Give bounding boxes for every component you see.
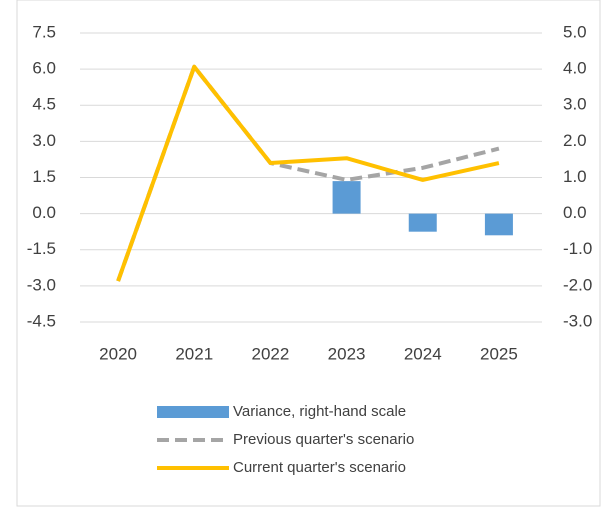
x-tick-label: 2020 [99, 344, 137, 363]
x-tick-label: 2021 [175, 344, 213, 363]
bar [484, 213, 513, 236]
x-tick-label: 2024 [404, 344, 442, 363]
x-tick-label: 2022 [252, 344, 290, 363]
legend-label: Current quarter's scenario [233, 459, 406, 476]
y-tick-label: 4.5 [32, 95, 56, 114]
x-tick-label: 2023 [328, 344, 366, 363]
line [116, 64, 500, 282]
y-tick-label: 3.0 [32, 131, 56, 150]
bar [332, 181, 361, 214]
y-tick-label: -3.0 [27, 275, 56, 294]
legend-label: Variance, right-hand scale [233, 403, 406, 420]
y2-tick-label: 4.0 [563, 59, 587, 78]
chart-border [16, 0, 601, 507]
y-tick-label: 1.5 [32, 167, 56, 186]
y2-tick-label: 3.0 [563, 95, 587, 114]
y-tick-label: 6.0 [32, 59, 56, 78]
y2-tick-label: 0.0 [563, 203, 587, 222]
legend-label: Previous quarter's scenario [233, 431, 414, 448]
y-tick-label: -4.5 [27, 311, 56, 330]
x-tick-label: 2025 [480, 344, 518, 363]
legend: Variance, right-hand scale Previous quart… [157, 403, 414, 476]
y-tick-label: 0.0 [32, 203, 56, 222]
y-tick-label: -1.5 [27, 239, 56, 258]
y2-tick-label: -2.0 [563, 275, 592, 294]
y2-tick-label: 1.0 [563, 167, 587, 186]
legend-swatch [157, 406, 229, 418]
bar [408, 213, 437, 232]
y2-tick-label: 2.0 [563, 131, 587, 150]
y2-tick-label: 5.0 [563, 22, 587, 41]
y2-tick-label: -3.0 [563, 311, 592, 330]
y-tick-label: 7.5 [32, 22, 56, 41]
y2-tick-label: -1.0 [563, 239, 592, 258]
